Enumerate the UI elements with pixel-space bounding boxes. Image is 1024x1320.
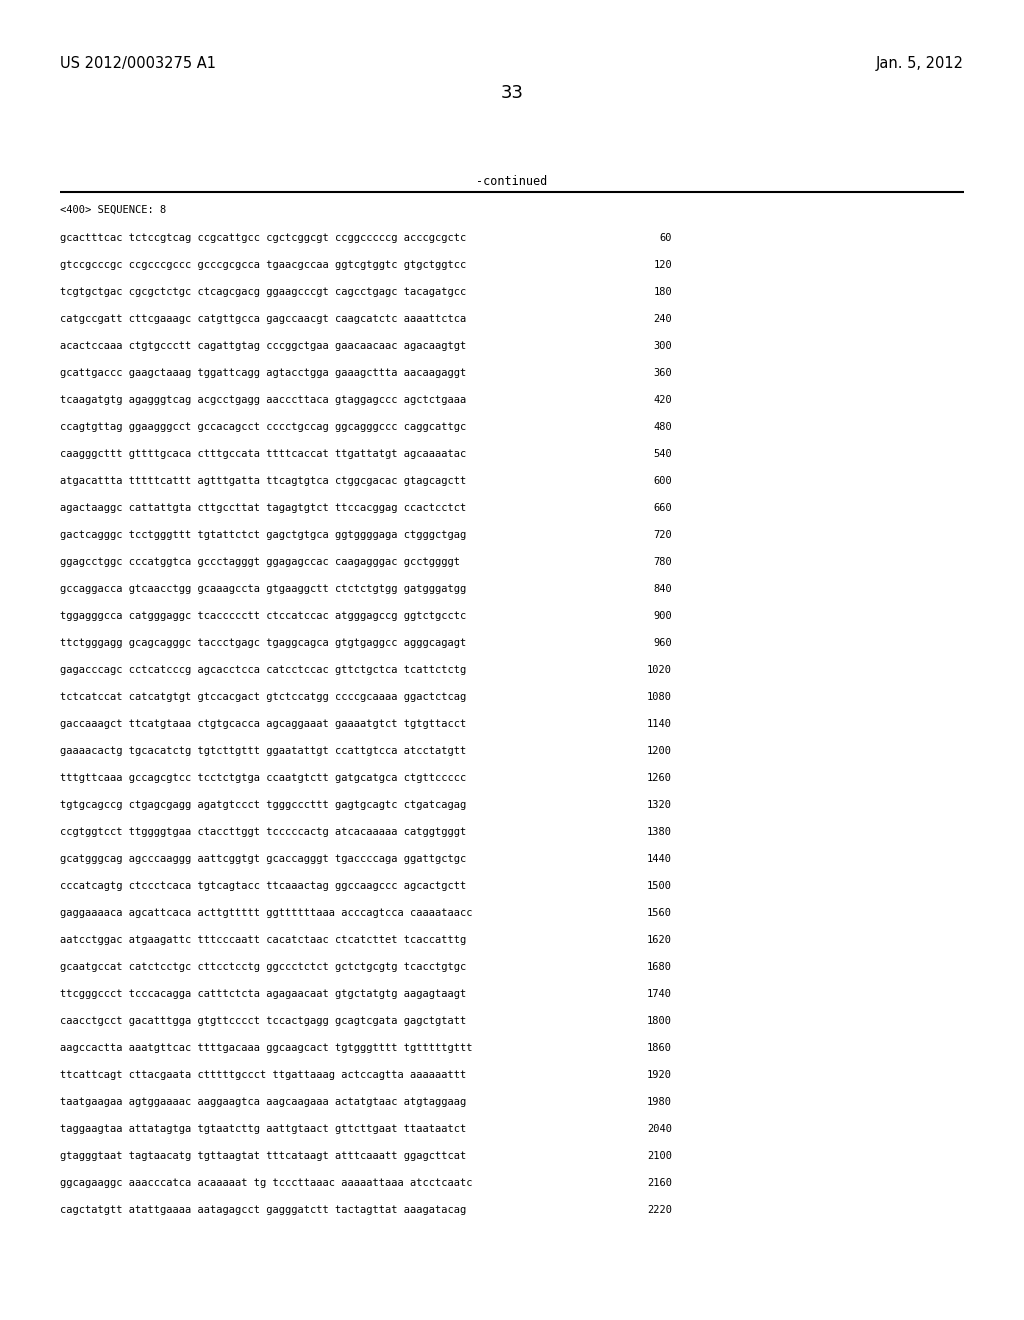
Text: 240: 240: [653, 314, 672, 323]
Text: 1680: 1680: [647, 962, 672, 972]
Text: -continued: -continued: [476, 176, 548, 187]
Text: aatcctggac atgaagattc tttcccaatt cacatctaac ctcatcttet tcaccatttg: aatcctggac atgaagattc tttcccaatt cacatct…: [60, 935, 466, 945]
Text: 1620: 1620: [647, 935, 672, 945]
Text: tcaagatgtg agagggtcag acgcctgagg aacccttaca gtaggagccc agctctgaaa: tcaagatgtg agagggtcag acgcctgagg aaccctt…: [60, 395, 466, 405]
Text: caacctgcct gacatttgga gtgttcccct tccactgagg gcagtcgata gagctgtatt: caacctgcct gacatttgga gtgttcccct tccactg…: [60, 1016, 466, 1026]
Text: gtccgcccgc ccgcccgccc gcccgcgcca tgaacgccaa ggtcgtggtc gtgctggtcc: gtccgcccgc ccgcccgccc gcccgcgcca tgaacgc…: [60, 260, 466, 271]
Text: ccagtgttag ggaagggcct gccacagcct cccctgccag ggcagggccc caggcattgc: ccagtgttag ggaagggcct gccacagcct cccctgc…: [60, 422, 466, 432]
Text: 900: 900: [653, 611, 672, 620]
Text: ttcgggccct tcccacagga catttctcta agagaacaat gtgctatgtg aagagtaagt: ttcgggccct tcccacagga catttctcta agagaac…: [60, 989, 466, 999]
Text: 1500: 1500: [647, 880, 672, 891]
Text: 1020: 1020: [647, 665, 672, 675]
Text: 660: 660: [653, 503, 672, 513]
Text: 1320: 1320: [647, 800, 672, 810]
Text: 1800: 1800: [647, 1016, 672, 1026]
Text: 1740: 1740: [647, 989, 672, 999]
Text: cccatcagtg ctccctcaca tgtcagtacc ttcaaactag ggccaagccc agcactgctt: cccatcagtg ctccctcaca tgtcagtacc ttcaaac…: [60, 880, 466, 891]
Text: 1260: 1260: [647, 774, 672, 783]
Text: 60: 60: [659, 234, 672, 243]
Text: gaaaacactg tgcacatctg tgtcttgttt ggaatattgt ccattgtcca atcctatgtt: gaaaacactg tgcacatctg tgtcttgttt ggaatat…: [60, 746, 466, 756]
Text: gcatgggcag agcccaaggg aattcggtgt gcaccagggt tgaccccaga ggattgctgc: gcatgggcag agcccaaggg aattcggtgt gcaccag…: [60, 854, 466, 865]
Text: 360: 360: [653, 368, 672, 378]
Text: 480: 480: [653, 422, 672, 432]
Text: 600: 600: [653, 477, 672, 486]
Text: 1920: 1920: [647, 1071, 672, 1080]
Text: tttgttcaaa gccagcgtcc tcctctgtga ccaatgtctt gatgcatgca ctgttccccc: tttgttcaaa gccagcgtcc tcctctgtga ccaatgt…: [60, 774, 466, 783]
Text: 300: 300: [653, 341, 672, 351]
Text: ggagcctggc cccatggtca gccctagggt ggagagccac caagagggac gcctggggt: ggagcctggc cccatggtca gccctagggt ggagagc…: [60, 557, 460, 568]
Text: Jan. 5, 2012: Jan. 5, 2012: [876, 55, 964, 71]
Text: gaggaaaaca agcattcaca acttgttttt ggttttttaaa acccagtcca caaaataacc: gaggaaaaca agcattcaca acttgttttt ggttttt…: [60, 908, 472, 917]
Text: 840: 840: [653, 583, 672, 594]
Text: ttctgggagg gcagcagggc taccctgagc tgaggcagca gtgtgaggcc agggcagagt: ttctgggagg gcagcagggc taccctgagc tgaggca…: [60, 638, 466, 648]
Text: 1860: 1860: [647, 1043, 672, 1053]
Text: gactcagggc tcctgggttt tgtattctct gagctgtgca ggtggggaga ctgggctgag: gactcagggc tcctgggttt tgtattctct gagctgt…: [60, 531, 466, 540]
Text: gcactttcac tctccgtcag ccgcattgcc cgctcggcgt ccggcccccg acccgcgctc: gcactttcac tctccgtcag ccgcattgcc cgctcgg…: [60, 234, 466, 243]
Text: gccaggacca gtcaacctgg gcaaagccta gtgaaggctt ctctctgtgg gatgggatgg: gccaggacca gtcaacctgg gcaaagccta gtgaagg…: [60, 583, 466, 594]
Text: ccgtggtcct ttggggtgaa ctaccttggt tcccccactg atcacaaaaa catggtgggt: ccgtggtcct ttggggtgaa ctaccttggt tccccca…: [60, 828, 466, 837]
Text: gaccaaagct ttcatgtaaa ctgtgcacca agcaggaaat gaaaatgtct tgtgttacct: gaccaaagct ttcatgtaaa ctgtgcacca agcagga…: [60, 719, 466, 729]
Text: 120: 120: [653, 260, 672, 271]
Text: 960: 960: [653, 638, 672, 648]
Text: aagccactta aaatgttcac ttttgacaaa ggcaagcact tgtgggtttt tgtttttgttt: aagccactta aaatgttcac ttttgacaaa ggcaagc…: [60, 1043, 472, 1053]
Text: 2100: 2100: [647, 1151, 672, 1162]
Text: 1440: 1440: [647, 854, 672, 865]
Text: 1140: 1140: [647, 719, 672, 729]
Text: ggcagaaggc aaacccatca acaaaaat tg tcccttaaac aaaaattaaa atcctcaatc: ggcagaaggc aaacccatca acaaaaat tg tccctt…: [60, 1177, 472, 1188]
Text: taggaagtaa attatagtga tgtaatcttg aattgtaact gttcttgaat ttaataatct: taggaagtaa attatagtga tgtaatcttg aattgta…: [60, 1125, 466, 1134]
Text: 780: 780: [653, 557, 672, 568]
Text: ttcattcagt cttacgaata ctttttgccct ttgattaaag actccagtta aaaaaattt: ttcattcagt cttacgaata ctttttgccct ttgatt…: [60, 1071, 466, 1080]
Text: gcaatgccat catctcctgc cttcctcctg ggccctctct gctctgcgtg tcacctgtgc: gcaatgccat catctcctgc cttcctcctg ggccctc…: [60, 962, 466, 972]
Text: 180: 180: [653, 286, 672, 297]
Text: 1380: 1380: [647, 828, 672, 837]
Text: cagctatgtt atattgaaaa aatagagcct gagggatctt tactagttat aaagatacag: cagctatgtt atattgaaaa aatagagcct gagggat…: [60, 1205, 466, 1214]
Text: atgacattta tttttcattt agtttgatta ttcagtgtca ctggcgacac gtagcagctt: atgacattta tttttcattt agtttgatta ttcagtg…: [60, 477, 466, 486]
Text: 720: 720: [653, 531, 672, 540]
Text: 2220: 2220: [647, 1205, 672, 1214]
Text: <400> SEQUENCE: 8: <400> SEQUENCE: 8: [60, 205, 166, 215]
Text: US 2012/0003275 A1: US 2012/0003275 A1: [60, 55, 216, 71]
Text: 1980: 1980: [647, 1097, 672, 1107]
Text: acactccaaa ctgtgccctt cagattgtag cccggctgaa gaacaacaac agacaagtgt: acactccaaa ctgtgccctt cagattgtag cccggct…: [60, 341, 466, 351]
Text: gagacccagc cctcatcccg agcacctcca catcctccac gttctgctca tcattctctg: gagacccagc cctcatcccg agcacctcca catcctc…: [60, 665, 466, 675]
Text: gcattgaccc gaagctaaag tggattcagg agtacctgga gaaagcttta aacaagaggt: gcattgaccc gaagctaaag tggattcagg agtacct…: [60, 368, 466, 378]
Text: caagggcttt gttttgcaca ctttgccata ttttcaccat ttgattatgt agcaaaatac: caagggcttt gttttgcaca ctttgccata ttttcac…: [60, 449, 466, 459]
Text: gtagggtaat tagtaacatg tgttaagtat tttcataagt atttcaaatt ggagcttcat: gtagggtaat tagtaacatg tgttaagtat tttcata…: [60, 1151, 466, 1162]
Text: 1560: 1560: [647, 908, 672, 917]
Text: 420: 420: [653, 395, 672, 405]
Text: tgtgcagccg ctgagcgagg agatgtccct tgggcccttt gagtgcagtc ctgatcagag: tgtgcagccg ctgagcgagg agatgtccct tgggccc…: [60, 800, 466, 810]
Text: tctcatccat catcatgtgt gtccacgact gtctccatgg ccccgcaaaa ggactctcag: tctcatccat catcatgtgt gtccacgact gtctcca…: [60, 692, 466, 702]
Text: 540: 540: [653, 449, 672, 459]
Text: 2160: 2160: [647, 1177, 672, 1188]
Text: 2040: 2040: [647, 1125, 672, 1134]
Text: taatgaagaa agtggaaaac aaggaagtca aagcaagaaa actatgtaac atgtaggaag: taatgaagaa agtggaaaac aaggaagtca aagcaag…: [60, 1097, 466, 1107]
Text: 1200: 1200: [647, 746, 672, 756]
Text: tggagggcca catgggaggc tcaccccctt ctccatccac atgggagccg ggtctgcctc: tggagggcca catgggaggc tcaccccctt ctccatc…: [60, 611, 466, 620]
Text: agactaaggc cattattgta cttgccttat tagagtgtct ttccacggag ccactcctct: agactaaggc cattattgta cttgccttat tagagtg…: [60, 503, 466, 513]
Text: 33: 33: [501, 84, 523, 102]
Text: tcgtgctgac cgcgctctgc ctcagcgacg ggaagcccgt cagcctgagc tacagatgcc: tcgtgctgac cgcgctctgc ctcagcgacg ggaagcc…: [60, 286, 466, 297]
Text: catgccgatt cttcgaaagc catgttgcca gagccaacgt caagcatctc aaaattctca: catgccgatt cttcgaaagc catgttgcca gagccaa…: [60, 314, 466, 323]
Text: 1080: 1080: [647, 692, 672, 702]
